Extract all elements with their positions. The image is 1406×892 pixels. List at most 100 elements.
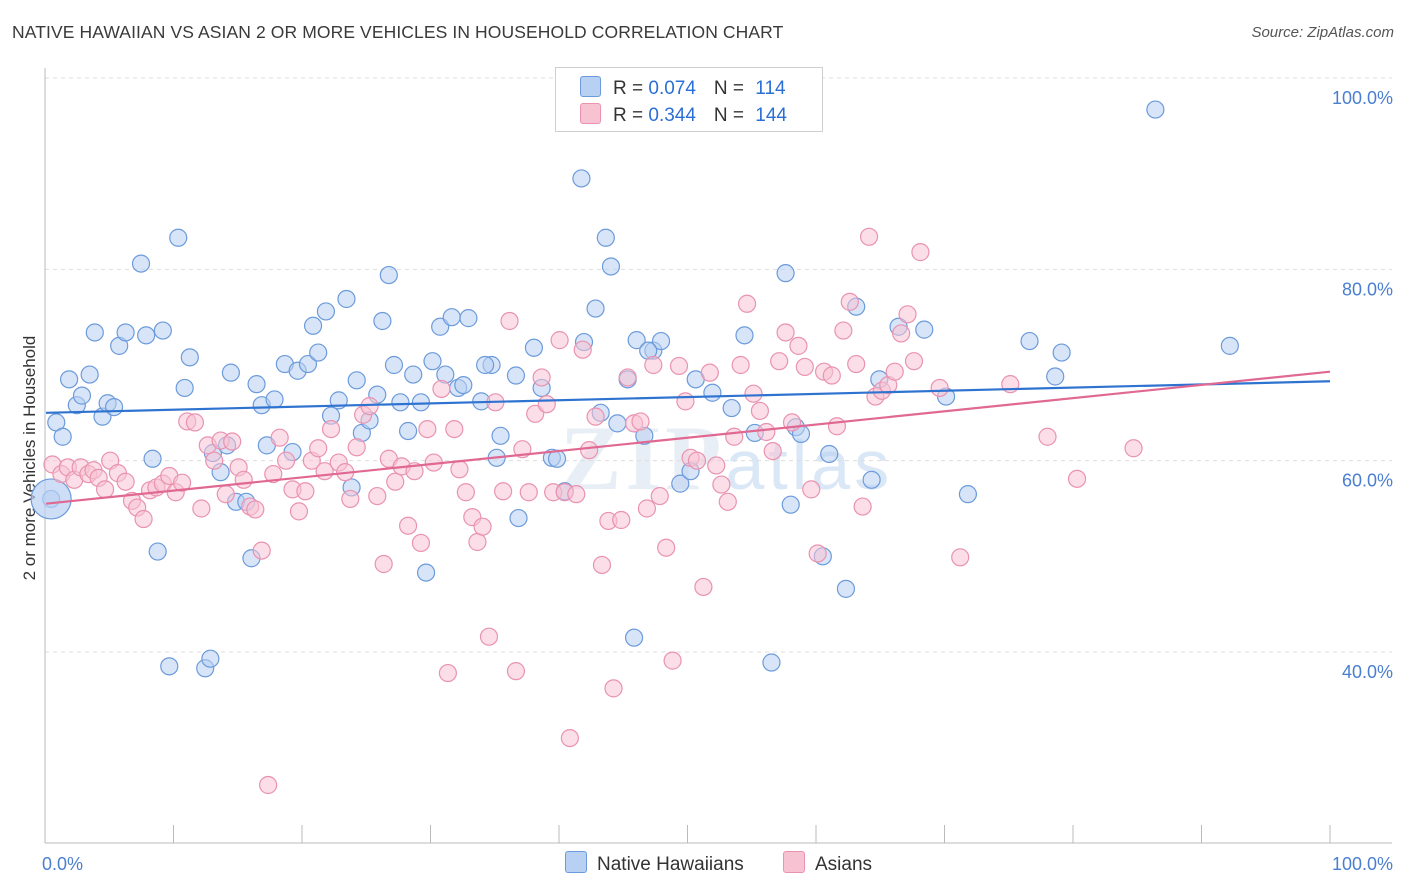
correlation-legend: R = 0.074 N = 114 R = 0.344 N = 144 [555,67,823,132]
legend-n-value: 114 [755,78,786,99]
asian-point [309,439,328,458]
asian-point [560,728,579,748]
native-hawaiian-point [201,649,220,668]
asian-point [468,532,487,552]
asian-point [386,472,405,491]
native-hawaiian-point [137,326,156,345]
native-hawaiian-point-large [30,478,72,520]
legend-r-value: 0.074 [648,78,696,99]
native-hawaiian-point [391,393,410,412]
trend-line-native-hawaiians [45,380,1331,414]
native-hawaiian-point [298,354,318,374]
legend-row-asians: R = 0.344 N = 144 [580,103,787,127]
native-hawaiian-point [1146,100,1165,119]
chart-title: NATIVE HAWAIIAN VS ASIAN 2 OR MORE VEHIC… [12,22,784,42]
asian-point [134,509,153,529]
native-hawaiian-point [915,320,934,339]
asian-point [731,355,750,375]
asian-point [205,451,224,470]
native-hawaiian-point [160,657,179,676]
asian-point [321,419,341,439]
asian-point [494,482,513,501]
native-hawaiian-point [131,254,151,273]
asian-point [1067,469,1087,488]
native-hawaiian-point [153,321,172,340]
asian-point [637,499,657,518]
native-hawaiian-point [303,316,323,335]
asian-point [737,294,757,313]
native-hawaiian-point [116,323,135,342]
asian-point [650,486,669,506]
native-hawaiian-point [384,355,404,375]
native-hawaiian-point [596,228,615,247]
trend-line-asians [45,370,1331,505]
asian-point [252,541,271,560]
asian-point [834,321,853,340]
asian-point [904,352,924,371]
bottom-legend-swatch-blue [565,851,587,873]
native-hawaiian-point [524,338,544,357]
native-hawaiian-point [624,628,644,647]
asian-point [631,412,650,431]
axes [44,68,1392,844]
asian-point [840,292,859,311]
native-hawaiian-point [651,331,671,351]
asian-point [847,354,866,374]
native-hawaiian-point [72,386,92,405]
native-hawaiian-point [608,414,627,433]
native-hawaiian-point [762,653,781,672]
asian-point [445,419,464,439]
native-hawaiian-point [781,495,800,514]
asian-point [185,413,205,432]
native-hawaiian-point [958,485,978,504]
native-hawaiian-point [411,393,431,412]
native-hawaiian-point [601,257,621,276]
y-tick-label: 80.0% [1342,279,1393,299]
native-hawaiian-point [506,366,526,385]
native-hawaiian-point [703,383,722,402]
legend-n-label: N = [713,105,750,126]
asian-point [853,497,872,516]
legend-n-value: 144 [755,105,787,126]
asian-point [573,340,592,359]
asian-point [438,663,457,683]
asian-point [911,243,930,262]
legend-swatch-pink [580,103,601,124]
native-hawaiian-point [379,265,398,285]
asian-point [192,499,211,518]
native-hawaiian-point [454,375,473,395]
asian-point [822,366,841,385]
bottom-legend-native-hawaiians: Native Hawaiians [565,851,744,876]
asian-point [450,460,469,479]
native-hawaiian-point [148,542,167,561]
asian-point [827,417,847,436]
asian-point [604,679,623,698]
native-hawaiian-point [416,563,436,582]
asian-point [725,427,744,446]
asian-point [618,368,637,387]
asian-point [360,397,379,416]
asian-point [95,480,115,499]
asian-point [789,336,808,355]
native-hawaiian-point [85,323,104,342]
asian-point [712,475,731,494]
asian-point [532,368,551,387]
native-hawaiian-point [671,474,690,493]
asian-point [537,395,556,414]
legend-r-label: R = [613,105,649,126]
native-hawaiian-point [347,371,366,390]
native-hawaiian-point [60,370,79,389]
bottom-legend-label: Native Hawaiians [597,854,744,875]
native-hawaiian-point [80,365,99,384]
legend-r-value: 0.344 [648,105,696,126]
x-tick-label: 0.0% [42,854,83,874]
asian-point [892,324,911,343]
asian-point [398,516,418,535]
asian-point [687,451,707,470]
asian-point [296,482,315,501]
native-hawaiian-point [316,302,336,321]
source-label: Source: ZipAtlas.com [1251,24,1394,41]
native-hawaiian-point [442,308,461,327]
asian-point [586,407,605,426]
